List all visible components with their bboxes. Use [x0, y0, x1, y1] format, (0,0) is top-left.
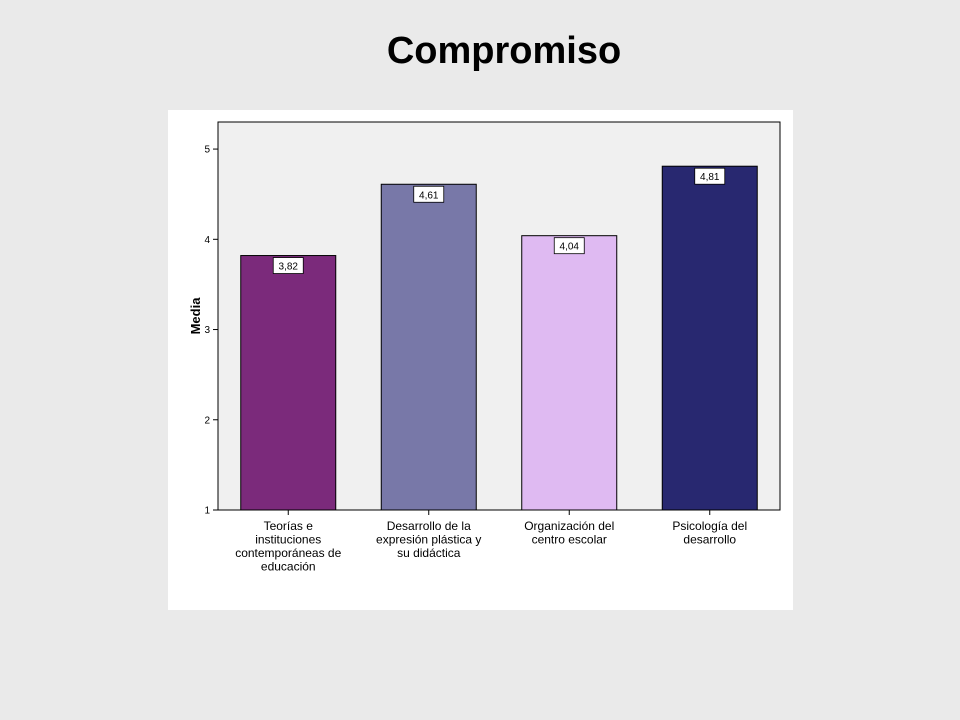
- bar-chart: 1 2 3 4 5 Media 3,82 Teorías e instituciones cont…: [188, 121, 781, 574]
- data-label: 3,82: [279, 262, 299, 273]
- y-tick-label: 3: [204, 325, 210, 336]
- chart-title: Compromiso: [386, 30, 622, 72]
- data-label-box: [694, 167, 726, 185]
- data-label-box: [272, 257, 304, 274]
- bar: [240, 255, 337, 511]
- category-label: Organización del centro escolar: [524, 519, 614, 547]
- data-label: 4,61: [419, 190, 439, 201]
- data-label-box: [553, 237, 585, 255]
- category-label: Desarrollo de la expresión plástica y su d…: [376, 519, 481, 560]
- chart-panel: 1 2 3 4 5 Media 3,82 Teorías e instituciones cont…: [168, 110, 793, 610]
- y-tick-label: 1: [204, 506, 210, 517]
- bar: [380, 183, 477, 511]
- y-tick-label: 2: [204, 415, 210, 426]
- data-label: 4,81: [700, 172, 720, 183]
- bar: [521, 235, 618, 511]
- category-label: Psicología del desarrollo: [672, 519, 747, 547]
- bar: [661, 165, 758, 511]
- category-label: Teorías e instituciones contemporáneas de e…: [235, 519, 341, 574]
- y-tick-label: 4: [204, 235, 210, 246]
- y-axis-label: Media: [188, 297, 203, 335]
- data-label: 4,04: [560, 242, 580, 253]
- data-label-box: [413, 185, 445, 203]
- y-tick-label: 5: [204, 145, 210, 156]
